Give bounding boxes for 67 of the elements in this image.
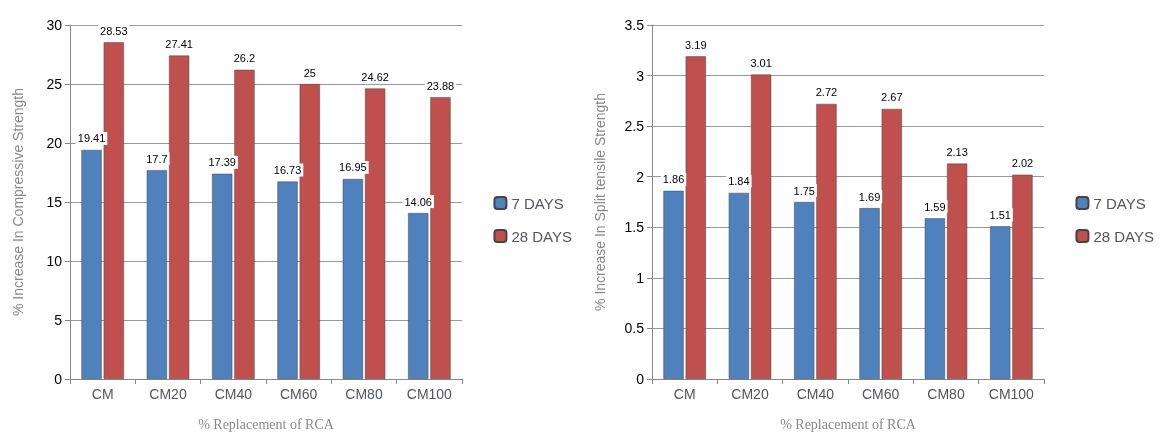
data-label: 1.86 — [662, 173, 685, 186]
bar — [342, 178, 363, 379]
y-tick-label: 3 — [636, 67, 645, 84]
x-axis-title: % Replacement of RCA — [198, 416, 335, 432]
x-tick-label: CM — [673, 386, 696, 402]
data-label: 2.13 — [946, 146, 968, 159]
legend-label: 7 DAYS — [511, 194, 564, 212]
data-label: 1.69 — [858, 190, 881, 203]
legend-label: 28 DAYS — [1093, 227, 1155, 245]
data-label: 2.02 — [1011, 157, 1034, 170]
x-tick-label: CM40 — [796, 386, 835, 402]
data-label: 19.41 — [77, 132, 106, 145]
bar — [947, 163, 968, 379]
data-label: 24.62 — [361, 70, 389, 83]
y-tick-label: 1.5 — [624, 219, 645, 236]
y-tick-label: 0.5 — [624, 320, 645, 337]
y-tick-label: 2.5 — [624, 118, 645, 135]
bar — [751, 74, 772, 379]
data-label: 2.72 — [815, 86, 838, 99]
y-tick-label: 20 — [46, 135, 63, 151]
data-label: 1.84 — [728, 175, 750, 188]
data-label: 25 — [303, 66, 316, 79]
data-label: 1.59 — [924, 200, 946, 213]
x-tick-label: CM80 — [927, 386, 965, 402]
data-label: 17.39 — [208, 156, 236, 169]
y-tick-label: 10 — [46, 253, 63, 269]
x-axis-title: % Replacement of RCA — [780, 416, 917, 432]
y-tick-label: 0 — [636, 371, 645, 387]
data-label: 26.2 — [233, 52, 256, 65]
x-tick-label: CM40 — [214, 386, 253, 402]
legend-label: 7 DAYS — [1093, 194, 1146, 212]
y-tick-label: 3.5 — [624, 17, 645, 33]
data-label: 16.73 — [273, 164, 302, 177]
x-tick-label: CM80 — [345, 386, 383, 402]
x-tick-label: CM60 — [861, 386, 900, 402]
x-tick-label: CM — [91, 386, 114, 402]
data-label: 23.88 — [426, 79, 455, 92]
x-tick-label: CM20 — [149, 386, 187, 402]
x-tick-label: CM100 — [988, 386, 1035, 402]
data-label: 3.19 — [685, 38, 707, 51]
bar — [169, 55, 190, 379]
data-label: 3.01 — [750, 57, 772, 70]
y-tick-label: 5 — [54, 312, 63, 328]
x-tick-label: CM100 — [406, 386, 453, 402]
bar — [924, 218, 945, 379]
y-tick-label: 25 — [46, 76, 63, 92]
data-label: 28.53 — [100, 24, 128, 37]
x-tick-label: CM60 — [279, 386, 318, 402]
y-axis-title: % Increase In Split tensile Strength — [592, 93, 608, 311]
y-tick-label: 0 — [54, 371, 63, 387]
data-label: 16.95 — [339, 161, 367, 174]
data-label: 1.51 — [989, 208, 1011, 221]
data-label: 2.67 — [881, 91, 903, 104]
data-label: 1.75 — [793, 184, 815, 197]
legend-label: 28 DAYS — [511, 227, 573, 245]
y-tick-label: 2 — [636, 168, 645, 185]
data-label: 17.7 — [146, 152, 168, 165]
y-tick-label: 30 — [46, 17, 63, 33]
y-axis-title: % Increase In Compressive Strength — [10, 88, 26, 316]
bar — [146, 170, 167, 379]
bar — [365, 88, 386, 379]
data-label: 27.41 — [165, 38, 193, 51]
data-label: 14.06 — [404, 195, 432, 208]
y-tick-label: 1 — [636, 269, 645, 286]
bar — [728, 192, 749, 379]
x-tick-label: CM20 — [731, 386, 769, 402]
y-tick-label: 15 — [46, 194, 63, 210]
